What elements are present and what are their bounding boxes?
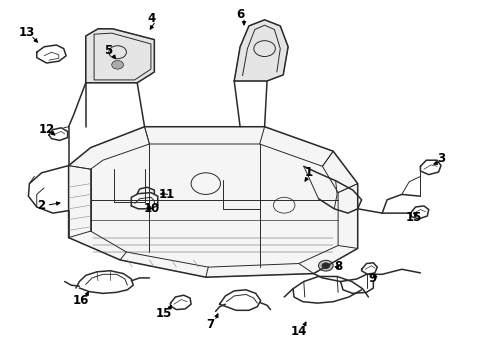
Circle shape	[112, 60, 123, 69]
Text: 7: 7	[207, 318, 215, 330]
Text: 15: 15	[406, 211, 422, 224]
Text: 1: 1	[305, 166, 313, 179]
Text: 13: 13	[19, 26, 35, 39]
Text: 6: 6	[236, 8, 244, 21]
Circle shape	[322, 263, 330, 269]
Text: 14: 14	[291, 325, 307, 338]
Text: 5: 5	[104, 44, 112, 57]
Text: 8: 8	[334, 260, 342, 273]
Text: 16: 16	[73, 294, 89, 307]
Text: 12: 12	[38, 123, 55, 136]
Polygon shape	[234, 20, 288, 81]
Text: 4: 4	[148, 12, 156, 24]
Text: 10: 10	[144, 202, 160, 215]
Text: 3: 3	[437, 152, 445, 165]
Text: 9: 9	[368, 273, 376, 285]
Text: 11: 11	[158, 188, 175, 201]
Text: 15: 15	[156, 307, 172, 320]
Polygon shape	[69, 127, 358, 277]
Circle shape	[318, 260, 333, 271]
Polygon shape	[86, 29, 154, 83]
Text: 2: 2	[38, 199, 46, 212]
